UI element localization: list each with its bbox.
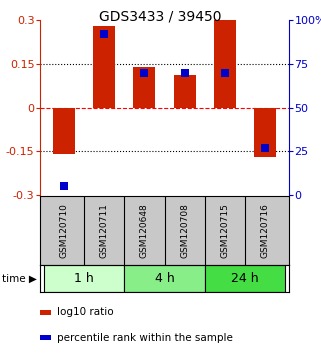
Text: percentile rank within the sample: percentile rank within the sample [57, 333, 233, 343]
Text: time ▶: time ▶ [2, 274, 37, 284]
Text: 1 h: 1 h [74, 272, 94, 285]
Text: GSM120708: GSM120708 [180, 203, 189, 258]
Text: GSM120715: GSM120715 [220, 203, 229, 258]
Point [182, 70, 187, 75]
Text: 24 h: 24 h [231, 272, 259, 285]
Bar [214, 20, 236, 108]
Bar [40, 310, 51, 315]
Text: GDS3433 / 39450: GDS3433 / 39450 [99, 10, 222, 24]
Point [262, 145, 267, 150]
Bar [174, 75, 195, 108]
Bar [205, 265, 285, 292]
Text: GSM120710: GSM120710 [60, 203, 69, 258]
Text: GSM120648: GSM120648 [140, 203, 149, 258]
Text: GSM120716: GSM120716 [260, 203, 269, 258]
Point [102, 31, 107, 37]
Point [222, 70, 227, 75]
Bar [93, 26, 115, 108]
Bar [40, 336, 51, 340]
Bar [53, 108, 75, 154]
Point [142, 70, 147, 75]
Text: 4 h: 4 h [155, 272, 174, 285]
Bar [124, 265, 205, 292]
Text: GSM120711: GSM120711 [100, 203, 109, 258]
Bar [254, 108, 276, 157]
Point [62, 183, 67, 189]
Bar [44, 265, 124, 292]
Text: log10 ratio: log10 ratio [57, 307, 114, 317]
Bar [133, 67, 155, 108]
